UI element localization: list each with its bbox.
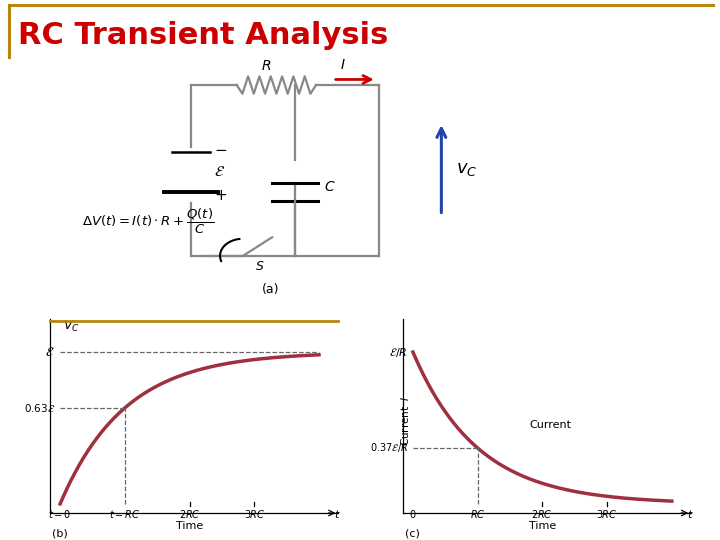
Text: $RC$: $RC$	[470, 508, 485, 519]
Text: $-$: $-$	[214, 141, 227, 156]
Text: $I$: $I$	[341, 58, 346, 72]
Text: $t=RC$: $t=RC$	[109, 508, 140, 519]
Text: $C$: $C$	[325, 180, 336, 194]
Text: (a): (a)	[261, 283, 279, 296]
Text: RC Transient Analysis: RC Transient Analysis	[18, 21, 388, 50]
Text: $0.37\mathcal{E}/R$: $0.37\mathcal{E}/R$	[369, 442, 408, 455]
Text: $3RC$: $3RC$	[596, 508, 618, 519]
Text: Time: Time	[176, 521, 203, 531]
Text: $\mathcal{E}$: $\mathcal{E}$	[214, 165, 225, 179]
Text: $S$: $S$	[255, 260, 264, 273]
Text: $t$: $t$	[687, 508, 693, 519]
Text: $t$: $t$	[334, 508, 341, 519]
Text: $\mathcal{E}$: $\mathcal{E}$	[45, 346, 55, 359]
Text: $0$: $0$	[409, 508, 417, 519]
Text: $\mathcal{E}/R$: $\mathcal{E}/R$	[390, 346, 408, 359]
Text: $v_C$: $v_C$	[456, 160, 477, 178]
Text: (b): (b)	[53, 528, 68, 538]
Text: Current  $I$: Current $I$	[399, 395, 411, 446]
Text: (c): (c)	[405, 528, 420, 538]
Text: $+$: $+$	[214, 188, 227, 203]
Text: $2RC$: $2RC$	[531, 508, 553, 519]
Text: $3RC$: $3RC$	[243, 508, 265, 519]
Text: $2RC$: $2RC$	[179, 508, 200, 519]
Text: $0.63\mathcal{E}$: $0.63\mathcal{E}$	[24, 402, 55, 414]
Text: Current: Current	[529, 420, 572, 430]
Text: $\Delta V(t) = I(t) \cdot R + \dfrac{Q(t)}{C}$: $\Delta V(t) = I(t) \cdot R + \dfrac{Q(t…	[82, 207, 215, 236]
Text: $R$: $R$	[261, 58, 271, 72]
Text: $t=0$: $t=0$	[48, 508, 72, 519]
Text: Time: Time	[528, 521, 556, 531]
Text: $V_C$: $V_C$	[63, 319, 80, 334]
